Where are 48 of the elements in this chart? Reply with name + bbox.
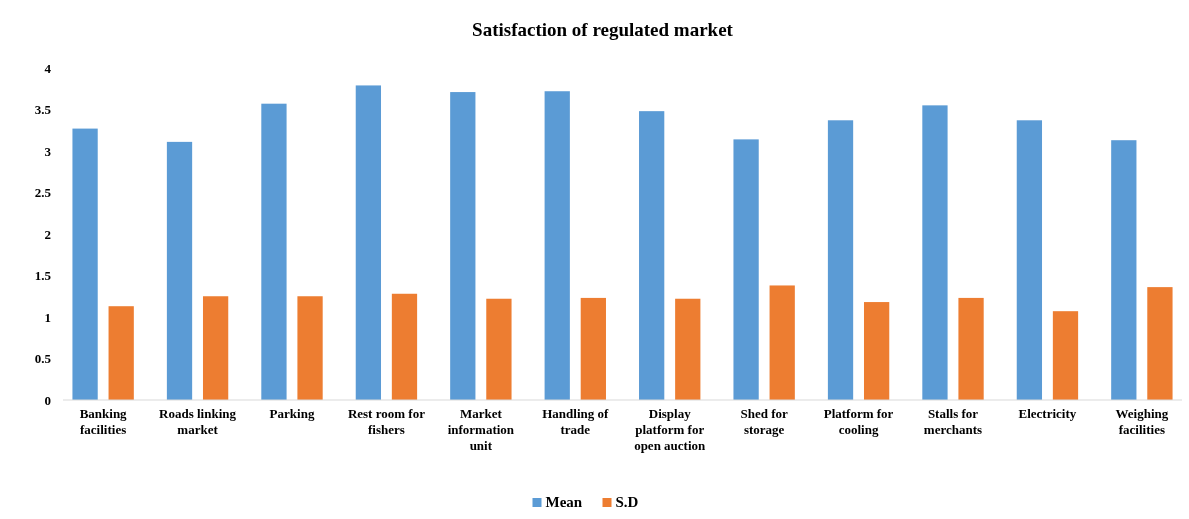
y-tick-label: 0.5 <box>34 351 52 367</box>
y-tick-label: 4 <box>44 60 52 76</box>
bar <box>108 306 134 400</box>
bar <box>202 296 229 400</box>
bar <box>544 91 570 400</box>
x-tick-label: Display platform for open auction <box>634 406 707 453</box>
bar <box>261 103 287 400</box>
x-tick-label: Rest room for fishers <box>347 406 426 437</box>
bar <box>863 302 890 400</box>
bar <box>450 92 476 400</box>
x-tick-label: Platform for cooling <box>823 406 894 437</box>
bar <box>391 293 418 400</box>
bar <box>580 297 606 400</box>
x-tick-label: Roads linking market <box>159 406 237 437</box>
bar <box>1016 120 1043 400</box>
legend-label: Mean <box>545 494 583 510</box>
x-tick-label: Banking facilities <box>79 406 128 437</box>
bar <box>355 85 382 400</box>
x-tick-label: Weighing facilities <box>1115 406 1169 437</box>
bar <box>675 298 701 400</box>
bar <box>72 128 98 400</box>
bar <box>827 120 854 400</box>
x-tick-label: Electricity <box>1018 406 1077 421</box>
x-tick-label: Stalls for merchants <box>923 406 983 437</box>
x-tick-label: Parking <box>269 406 315 421</box>
bar <box>1147 287 1173 400</box>
bar <box>297 296 323 400</box>
bar <box>769 285 795 400</box>
y-tick-label: 0 <box>44 392 51 408</box>
bar <box>958 297 984 400</box>
chart-title: Satisfaction of regulated market <box>472 19 734 40</box>
bar <box>639 111 665 400</box>
bar <box>486 298 512 400</box>
y-tick-label: 1 <box>44 309 51 325</box>
bar <box>166 141 193 400</box>
y-tick-label: 3 <box>44 143 52 159</box>
bar <box>733 139 759 400</box>
bar <box>922 105 948 400</box>
y-tick-label: 1.5 <box>34 268 52 284</box>
x-tick-label: Handling of trade <box>542 406 610 437</box>
bar <box>1052 311 1079 400</box>
y-tick-label: 2 <box>44 226 51 242</box>
bar <box>1111 140 1137 400</box>
x-tick-label: Shed for storage <box>740 406 789 437</box>
y-tick-label: 3.5 <box>34 102 52 118</box>
y-tick-label: 2.5 <box>34 185 52 201</box>
x-tick-label: Market information unit <box>447 406 515 453</box>
legend-label: S.D <box>615 494 639 510</box>
